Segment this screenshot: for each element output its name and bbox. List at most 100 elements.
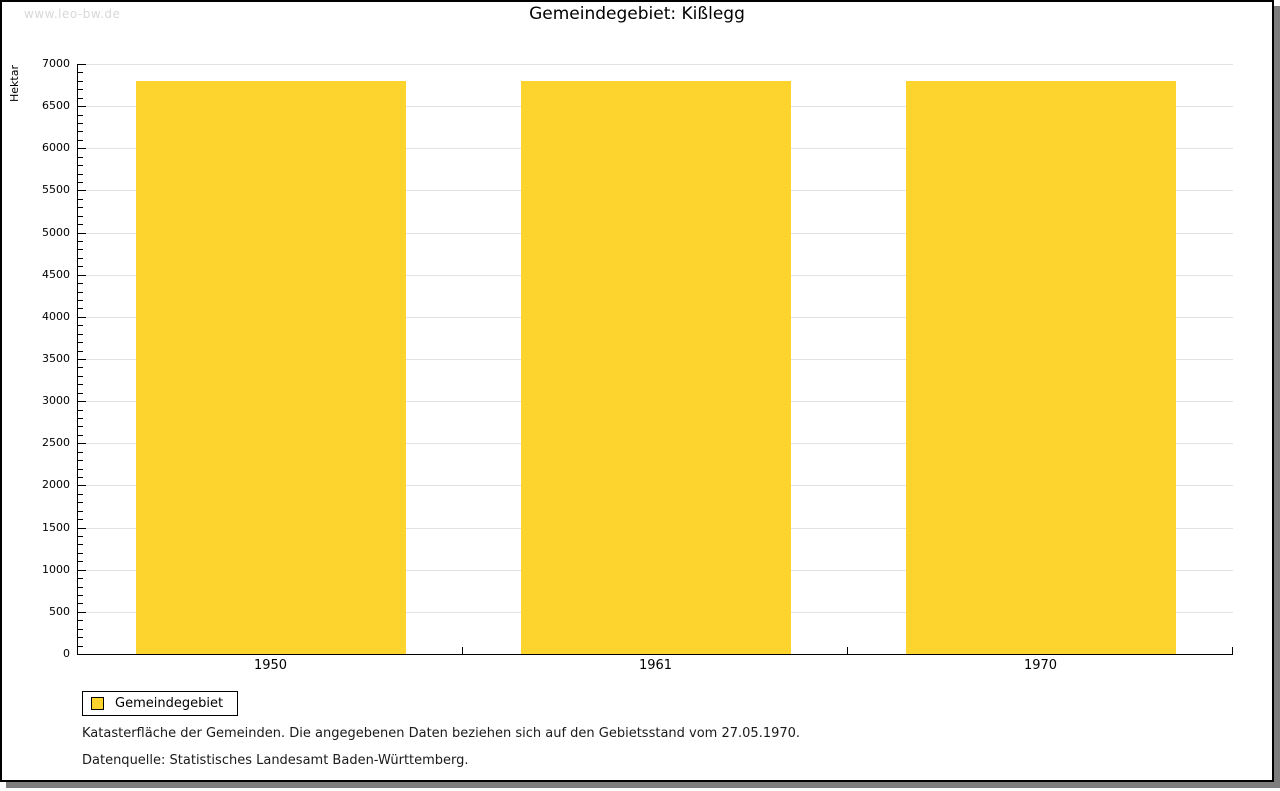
plot-area: 500 1000 1500 2000 2500 3000 3500 4000 4500 5000 5… [42, 58, 1233, 673]
y-tick-label: 4000 [42, 309, 70, 323]
y-tick-label: 500 [49, 604, 70, 618]
y-minor-tick [78, 451, 83, 453]
y-minor-tick [78, 536, 83, 537]
bar-1961 [521, 80, 791, 654]
y-minor-tick [78, 460, 83, 462]
y-minor-tick [78, 426, 83, 428]
y-major-tick [78, 401, 86, 403]
chart-title: Gemeindegebiet: Kißlegg [529, 4, 745, 24]
y-minor-tick [78, 123, 83, 124]
y-major-tick [78, 359, 86, 360]
y-minor-tick [78, 502, 83, 504]
y-minor-tick [78, 283, 83, 285]
y-minor-tick [78, 510, 83, 512]
y-minor-tick [78, 519, 83, 521]
y-tick-label: 1500 [42, 520, 70, 534]
y-tick-label: 2500 [42, 436, 70, 450]
y-tick-label: 3000 [42, 394, 70, 408]
watermark: www.leo-bw.de [24, 7, 121, 21]
footnote-source-period: Katasterfläche der Gemeinden. Die angege… [82, 726, 801, 741]
y-tick-label: 5000 [42, 225, 70, 239]
legend: Gemeindegebiet [82, 691, 239, 716]
y-minor-tick [78, 182, 83, 183]
y-minor-tick [78, 552, 83, 554]
y-minor-tick [78, 418, 83, 419]
y-minor-tick [78, 215, 83, 217]
y-minor-tick [78, 249, 83, 251]
y-minor-tick [78, 409, 83, 411]
y-major-tick [78, 64, 86, 65]
y-minor-tick [78, 308, 83, 310]
y-minor-tick [78, 342, 83, 344]
y-minor-tick [78, 80, 83, 82]
y-tick-label: 1000 [42, 562, 70, 576]
y-minor-tick [78, 131, 83, 133]
y-minor-tick [78, 173, 83, 175]
y-major-tick [78, 106, 86, 108]
y-minor-tick [78, 434, 83, 436]
y-tick-label: 0 [63, 647, 70, 660]
y-minor-tick [78, 392, 83, 394]
y-minor-tick [78, 477, 83, 478]
x-boundary-tick [1232, 647, 1233, 654]
y-major-tick [78, 190, 86, 192]
y-minor-tick [78, 586, 83, 588]
y-minor-tick [78, 561, 83, 563]
y-minor-tick [78, 300, 83, 301]
y-tick-label: 5500 [42, 183, 70, 197]
y-minor-tick [78, 198, 83, 200]
y-tick-label: 2000 [42, 478, 70, 492]
y-minor-tick [78, 139, 83, 141]
y-minor-tick [78, 165, 83, 167]
y-tick-label: 4500 [42, 267, 70, 281]
y-minor-tick [78, 620, 83, 622]
x-boundary-tick [462, 647, 463, 654]
y-major-tick [78, 443, 86, 445]
y-minor-tick [78, 637, 83, 639]
y-minor-tick [78, 266, 83, 268]
bar-1950 [136, 80, 406, 654]
footnote-data-source: Datenquelle: Statistisches Landesamt Bad… [82, 753, 469, 768]
y-major-tick [78, 611, 86, 613]
y-minor-tick [78, 325, 83, 327]
y-minor-tick [78, 628, 83, 630]
y-tick-label: 3500 [42, 352, 70, 365]
y-minor-tick [78, 375, 83, 377]
y-minor-tick [78, 468, 83, 470]
y-minor-tick [78, 207, 83, 209]
y-minor-tick [78, 333, 83, 335]
y-minor-tick [78, 156, 83, 158]
y-minor-tick [78, 350, 83, 352]
y-major-tick [78, 569, 86, 571]
y-major-tick [78, 232, 86, 234]
bar-1970 [906, 80, 1176, 654]
x-tick-label: 1970 [1023, 658, 1058, 673]
y-minor-tick [78, 384, 83, 386]
x-tick-label: 1950 [253, 658, 288, 673]
y-minor-tick [78, 595, 83, 596]
y-minor-tick [78, 224, 83, 226]
legend-swatch [91, 697, 104, 710]
x-boundary-tick [847, 647, 848, 654]
y-minor-tick [78, 97, 83, 99]
y-minor-tick [78, 114, 83, 116]
y-minor-tick [78, 544, 83, 546]
y-minor-tick [78, 578, 83, 580]
y-minor-tick [78, 72, 83, 74]
legend-label: Gemeindegebiet [115, 696, 224, 711]
y-minor-tick [78, 645, 83, 647]
y-minor-tick [78, 241, 83, 242]
y-minor-tick [78, 89, 83, 91]
y-major-tick [78, 527, 86, 529]
y-tick-label: 6000 [42, 141, 70, 155]
y-tick-label: 7000 [42, 57, 70, 70]
y-minor-tick [78, 367, 83, 369]
y-tick-label: 6500 [42, 99, 70, 113]
y-minor-tick [78, 291, 83, 293]
y-minor-tick [78, 257, 83, 259]
y-major-tick [78, 148, 86, 150]
y-gridline [78, 64, 1233, 65]
y-minor-tick [78, 603, 83, 605]
y-major-tick [78, 485, 86, 487]
